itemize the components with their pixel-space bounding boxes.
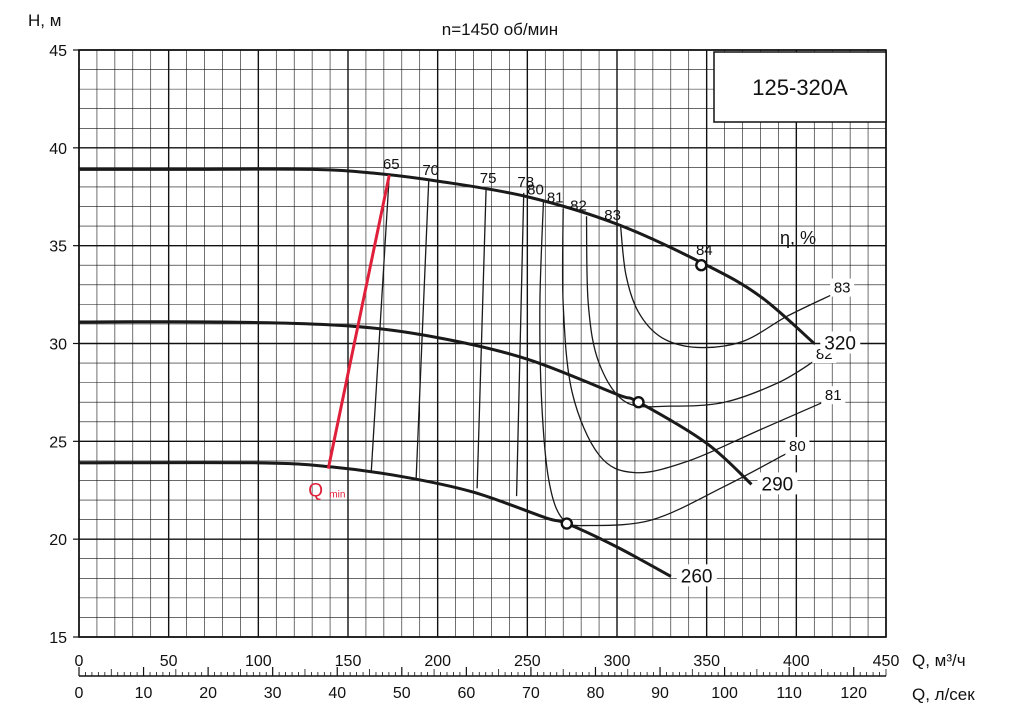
efficiency-label-top-81: 81 xyxy=(547,189,564,206)
x-tick-label: 0 xyxy=(75,653,84,670)
efficiency-label-right-80: 80 xyxy=(789,438,806,455)
x2-tick-label: 110 xyxy=(776,685,802,702)
bep-label-84: 84 xyxy=(696,242,713,259)
pump-curve-290 xyxy=(78,320,753,486)
y-tick-label: 45 xyxy=(49,43,67,60)
qmin-label: Q xyxy=(308,481,323,502)
efficiency-label-bg xyxy=(785,437,810,456)
efficiency-contour-80 xyxy=(539,200,788,527)
x2-axis-title: Q, л/сек xyxy=(912,685,975,704)
x-tick-label: 400 xyxy=(783,653,810,670)
y-tick-label: 15 xyxy=(49,630,67,647)
x-tick-label: 100 xyxy=(245,653,272,670)
efficiency-line-78 xyxy=(515,192,525,497)
x-tick-label: 450 xyxy=(873,653,900,670)
y-tick-label: 20 xyxy=(49,532,67,549)
efficiency-line-70 xyxy=(415,181,430,479)
x2-tick-label: 90 xyxy=(651,685,669,702)
efficiency-label-right-81: 81 xyxy=(825,387,842,404)
curve-label-290: 290 xyxy=(762,474,794,495)
y-tick-label: 25 xyxy=(49,434,67,451)
x2-tick-label: 80 xyxy=(587,685,605,702)
y-tick-label: 35 xyxy=(49,239,67,256)
bep-point xyxy=(695,259,708,272)
x-tick-label: 200 xyxy=(424,653,451,670)
efficiency-label-right-83: 83 xyxy=(834,280,851,297)
x-axis-title: Q, м³/ч xyxy=(912,651,966,670)
efficiency-line-75 xyxy=(476,188,487,489)
curve-label-bg xyxy=(757,472,798,495)
model-label-box xyxy=(713,51,887,123)
chart-title: n=1450 об/мин xyxy=(442,20,558,39)
x2-tick-label: 40 xyxy=(328,685,346,702)
curves xyxy=(78,167,833,578)
efficiency-label-top-80: 80 xyxy=(527,182,544,199)
efficiency-label-top-82: 82 xyxy=(570,197,587,214)
x2-tick-label: 30 xyxy=(264,685,282,702)
x2-tick-label: 50 xyxy=(393,685,411,702)
qmin-sub-label: min xyxy=(329,490,345,501)
curve-label-260: 260 xyxy=(681,566,713,587)
x2-tick-label: 120 xyxy=(840,685,867,702)
efficiency-label-70: 70 xyxy=(422,162,439,179)
y-tick-label: 40 xyxy=(49,141,67,158)
x2-tick-label: 0 xyxy=(75,685,84,702)
efficiency-contour-81 xyxy=(561,208,824,474)
efficiency-label-65: 65 xyxy=(383,156,400,173)
model-label: 125-320A xyxy=(752,75,848,100)
y-tick-label: 30 xyxy=(49,337,67,354)
x-tick-label: 350 xyxy=(693,653,720,670)
efficiency-label-top-83: 83 xyxy=(604,207,621,224)
curve-label-320: 320 xyxy=(824,334,856,355)
y-axis-title: H, м xyxy=(28,11,61,30)
x-tick-label: 50 xyxy=(160,653,178,670)
efficiency-label-bg xyxy=(830,278,855,297)
x2-tick-label: 60 xyxy=(457,685,475,702)
efficiency-label-bg xyxy=(821,386,846,405)
bep-point xyxy=(560,517,573,530)
efficiency-line-65 xyxy=(370,175,390,471)
bep-point xyxy=(632,396,645,409)
x-tick-label: 300 xyxy=(604,653,631,670)
curve-label-bg xyxy=(820,331,861,354)
x2-tick-label: 70 xyxy=(522,685,540,702)
x2-tick-label: 20 xyxy=(199,685,217,702)
qmin-line xyxy=(326,174,391,470)
efficiency-unit-label: η, % xyxy=(780,228,816,248)
efficiency-label-78: 78 xyxy=(517,174,534,191)
x-tick-label: 250 xyxy=(514,653,541,670)
x-tick-label: 150 xyxy=(335,653,362,670)
grid xyxy=(78,49,887,638)
x2-tick-label: 100 xyxy=(711,685,738,702)
pump-curve-320 xyxy=(79,167,816,345)
pump-curve-260 xyxy=(78,461,672,578)
curve-label-bg xyxy=(676,564,717,587)
x2-tick-label: 10 xyxy=(135,685,153,702)
efficiency-label-75: 75 xyxy=(480,170,497,187)
efficiency-contour-83 xyxy=(619,226,833,349)
